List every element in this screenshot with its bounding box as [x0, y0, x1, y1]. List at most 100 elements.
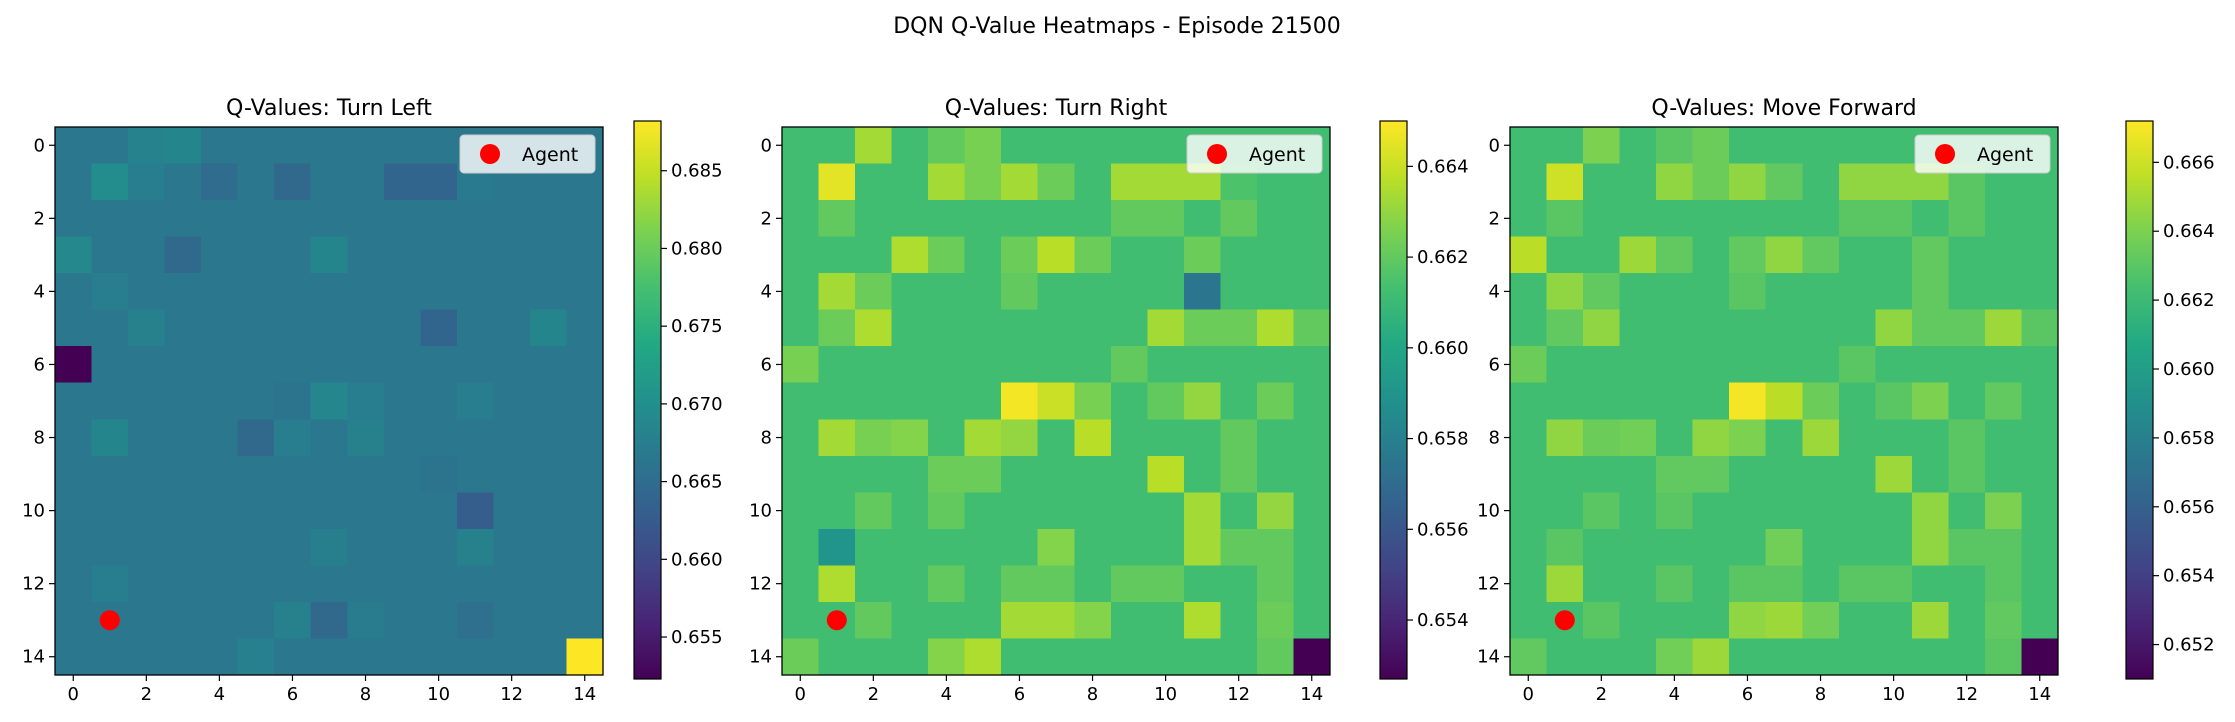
legend-agent-marker [1207, 144, 1227, 164]
heatmap-cell [1001, 346, 1039, 384]
heatmap-cell [1765, 163, 1803, 201]
heatmap-cell [1911, 236, 1949, 274]
heatmap-cell [164, 236, 202, 274]
heatmap-cell [1037, 346, 1075, 384]
heatmap-cell [456, 638, 494, 676]
heatmap-cell [1110, 492, 1148, 530]
heatmap-cells [55, 127, 604, 676]
heatmap-cell [383, 565, 421, 603]
heatmap-cell [164, 419, 202, 457]
heatmap-cell [1838, 492, 1876, 530]
heatmap-cell [928, 163, 966, 201]
heatmap-cell [1802, 419, 1840, 457]
heatmap-cell [1037, 273, 1075, 311]
heatmap-cell [55, 309, 93, 347]
heatmap-cell [347, 346, 385, 384]
heatmap-cell [1256, 200, 1295, 238]
heatmap-cell [855, 419, 893, 457]
y-tick-label: 14 [22, 647, 45, 668]
heatmap-cell [55, 346, 93, 384]
heatmap-cell [891, 200, 929, 238]
colorbar-tick-label: 0.660 [671, 549, 723, 570]
heatmap-cell [1802, 273, 1840, 311]
colorbar-tick-label: 0.658 [1417, 429, 1469, 450]
heatmap-cell [1838, 419, 1876, 457]
heatmap-cell [855, 127, 893, 165]
heatmap-cell [1619, 492, 1657, 530]
heatmap-cell [128, 200, 166, 238]
heatmap-cell [201, 492, 239, 530]
heatmap-cell [1074, 382, 1112, 420]
heatmap-cell [201, 236, 239, 274]
heatmap-cell [1110, 127, 1148, 165]
heatmap-cell [1001, 163, 1039, 201]
heatmap-cell [1619, 309, 1657, 347]
heatmap-cell [1656, 565, 1694, 603]
heatmap-cell [782, 346, 820, 384]
heatmap-cell [383, 492, 421, 530]
heatmap-cell [1765, 638, 1803, 676]
heatmap-cell [1729, 492, 1767, 530]
heatmap-cell [1692, 492, 1730, 530]
y-tick-label: 8 [34, 428, 45, 449]
heatmap-cell [1729, 565, 1767, 603]
x-tick-label: 6 [287, 684, 298, 705]
heatmap-cell [1656, 309, 1694, 347]
heatmap-cell [274, 200, 312, 238]
heatmap-cell [164, 127, 202, 165]
heatmap-cell [1875, 638, 1913, 676]
heatmap-panel: Q-Values: Turn Right 0 2 4 6 8 10 12 14 0 2 4 6 8 10 12… [749, 96, 1468, 705]
heatmap-cell [1220, 309, 1258, 347]
heatmap-cell [1984, 419, 2023, 457]
heatmap-cell [891, 346, 929, 384]
heatmap-cell [55, 127, 93, 165]
x-tick-label: 4 [1669, 684, 1680, 705]
heatmap-cell [310, 273, 348, 311]
panel-title: Q-Values: Move Forward [1651, 96, 1916, 121]
heatmap-cell [1729, 419, 1767, 457]
heatmap-cell [347, 565, 385, 603]
heatmap-cell [964, 200, 1002, 238]
heatmap-cell [1875, 200, 1913, 238]
x-tick-label: 14 [573, 684, 596, 705]
heatmap-cell [420, 638, 458, 676]
y-tick-label: 6 [34, 354, 45, 375]
heatmap-cell [55, 200, 93, 238]
heatmap-cell [1984, 455, 2023, 493]
heatmap-cell [1293, 200, 1331, 238]
heatmap-cell [1510, 565, 1548, 603]
heatmap-cell [1546, 236, 1584, 274]
heatmap-cell [1984, 528, 2023, 566]
heatmap-cell [310, 419, 348, 457]
heatmap-cell [1729, 601, 1767, 640]
heatmap-cell [855, 601, 893, 640]
heatmap-cell [1220, 382, 1258, 420]
heatmap-cell [1729, 346, 1767, 384]
x-tick-label: 2 [1596, 684, 1607, 705]
heatmap-cell [383, 528, 421, 566]
heatmap-cell [1838, 346, 1876, 384]
heatmap-cell [91, 127, 129, 165]
y-tick-label: 14 [1477, 647, 1500, 668]
heatmap-cell [782, 419, 820, 457]
heatmap-cell [493, 492, 531, 530]
heatmap-cell [420, 419, 458, 457]
colorbar-tick-label: 0.658 [2163, 428, 2215, 449]
y-tick-label: 4 [1489, 281, 1500, 302]
heatmap-cell [164, 528, 202, 566]
y-tick-label: 0 [761, 135, 772, 156]
heatmap-cell [91, 309, 129, 347]
heatmap-cell [456, 309, 494, 347]
colorbar-tick-label: 0.662 [1417, 247, 1469, 268]
heatmap-cell [1110, 382, 1148, 420]
heatmap-cell [1656, 455, 1694, 493]
heatmap-cell [237, 565, 275, 603]
heatmap-cell [1802, 200, 1840, 238]
heatmap-cell [1984, 273, 2023, 311]
heatmap-cell [347, 200, 385, 238]
heatmap-cell [1510, 163, 1548, 201]
heatmap-cell [1001, 565, 1039, 603]
heatmap-cell [237, 200, 275, 238]
heatmap-cell [1037, 601, 1075, 640]
heatmap-cell [420, 127, 458, 165]
